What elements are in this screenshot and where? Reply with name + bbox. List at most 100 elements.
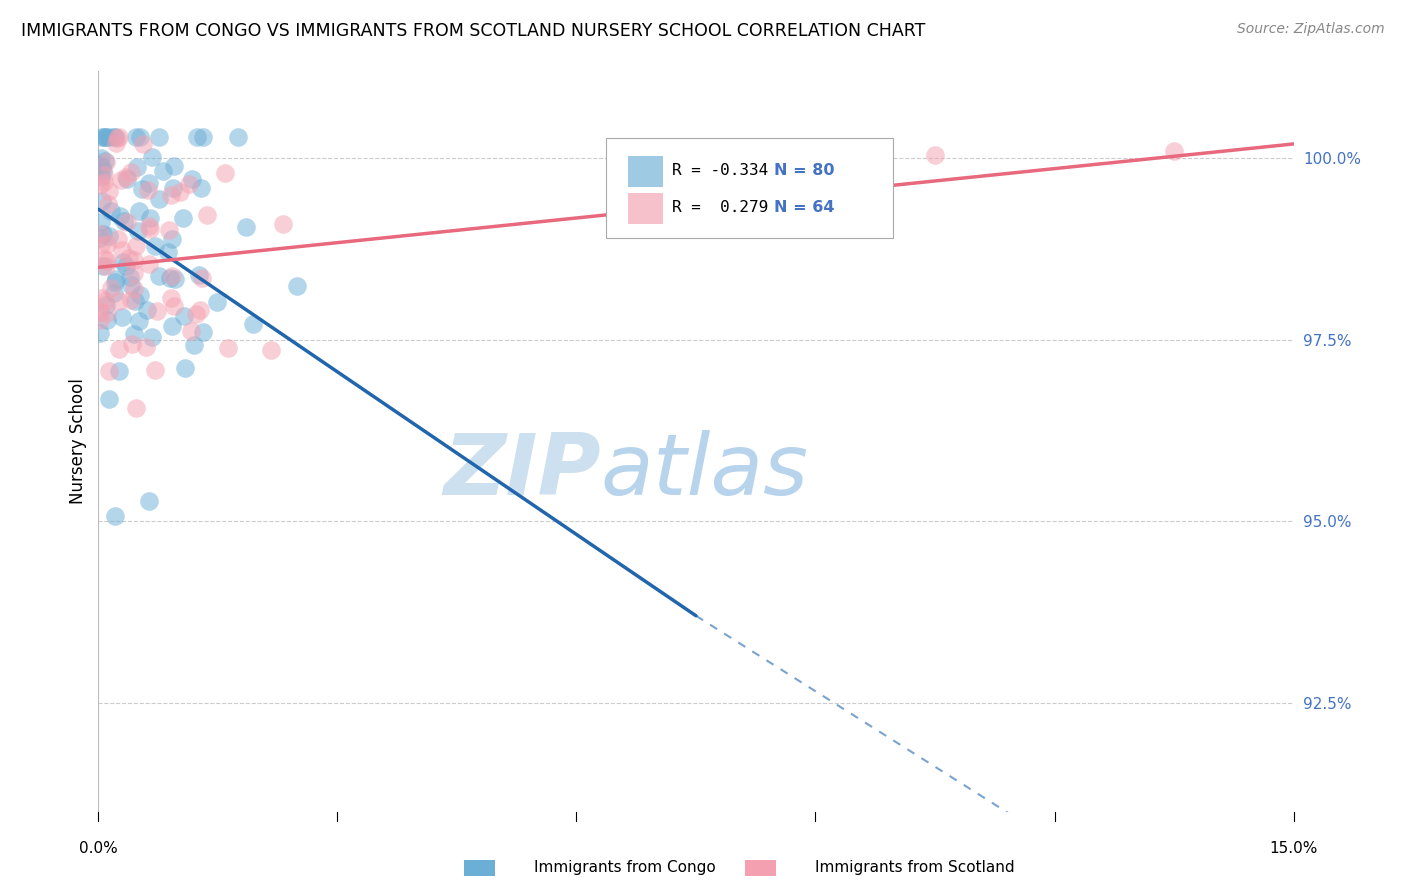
Point [90, 214, 112, 228]
Text: ZIP: ZIP [443, 430, 600, 513]
Point [118, 270, 141, 285]
Point [157, 222, 180, 236]
Point [97, 229, 120, 244]
Point [138, 183, 160, 197]
Point [90, 161, 112, 175]
Point [89, 305, 111, 319]
Point [139, 222, 162, 236]
Point [143, 239, 166, 253]
Point [242, 318, 264, 332]
Point [120, 293, 142, 307]
Point [89, 326, 111, 340]
Point [112, 214, 135, 228]
Point [138, 176, 160, 190]
Point [174, 360, 197, 375]
Point [93, 168, 115, 182]
Point [103, 129, 125, 144]
Point [143, 362, 166, 376]
Point [91, 260, 114, 274]
Point [97, 392, 120, 406]
Point [235, 220, 257, 235]
Point [226, 129, 249, 144]
Point [105, 136, 128, 150]
Point [162, 268, 184, 283]
Point [96, 306, 118, 320]
Point [183, 337, 205, 351]
Point [924, 148, 946, 162]
Point [117, 215, 139, 229]
Point [191, 129, 214, 144]
Point [120, 165, 142, 179]
Point [104, 129, 127, 144]
Point [111, 310, 134, 324]
Point [108, 129, 131, 144]
Point [104, 509, 127, 524]
Point [180, 325, 202, 339]
Point [94, 154, 117, 169]
FancyBboxPatch shape [628, 155, 662, 186]
Point [217, 341, 239, 355]
Point [128, 288, 150, 302]
Point [162, 319, 184, 334]
Point [98, 129, 121, 144]
Point [190, 180, 212, 194]
Point [135, 340, 157, 354]
Point [148, 192, 170, 206]
Point [271, 217, 294, 231]
Point [98, 364, 121, 378]
Point [131, 182, 153, 196]
Point [111, 243, 134, 257]
Point [100, 204, 122, 219]
Point [105, 131, 128, 145]
Point [89, 158, 111, 172]
Point [94, 293, 117, 308]
Point [184, 306, 207, 320]
Point [138, 493, 160, 508]
Point [148, 129, 170, 144]
Point [93, 129, 115, 144]
Point [1163, 145, 1185, 159]
Point [89, 313, 111, 327]
Point [90, 169, 112, 184]
Point [125, 239, 148, 253]
Point [96, 129, 118, 144]
Point [122, 253, 145, 268]
Point [124, 293, 146, 308]
Text: atlas: atlas [600, 430, 808, 513]
FancyBboxPatch shape [628, 193, 662, 224]
Point [89, 231, 111, 245]
Point [93, 175, 115, 189]
Point [163, 272, 186, 286]
Point [97, 185, 120, 199]
Point [90, 194, 112, 208]
Point [162, 180, 184, 194]
Point [122, 266, 145, 280]
FancyBboxPatch shape [606, 138, 893, 238]
Point [105, 272, 128, 286]
Point [108, 209, 131, 223]
Y-axis label: Nursery School: Nursery School [69, 378, 87, 505]
Point [157, 245, 180, 260]
Point [139, 211, 162, 225]
Point [90, 238, 112, 252]
Point [122, 326, 145, 341]
Point [146, 304, 169, 318]
Point [100, 281, 122, 295]
Point [120, 277, 142, 292]
Point [90, 151, 112, 165]
Point [180, 171, 202, 186]
Point [90, 292, 112, 306]
Point [191, 271, 214, 285]
Point [115, 172, 138, 186]
Text: R = -0.334: R = -0.334 [672, 163, 768, 178]
Point [128, 204, 150, 219]
Point [96, 254, 118, 268]
Point [90, 129, 112, 144]
Point [107, 342, 129, 356]
Text: Source: ZipAtlas.com: Source: ZipAtlas.com [1237, 22, 1385, 37]
Point [285, 279, 308, 293]
Point [96, 313, 118, 327]
Point [187, 268, 209, 283]
Point [94, 252, 117, 266]
Point [138, 219, 160, 233]
